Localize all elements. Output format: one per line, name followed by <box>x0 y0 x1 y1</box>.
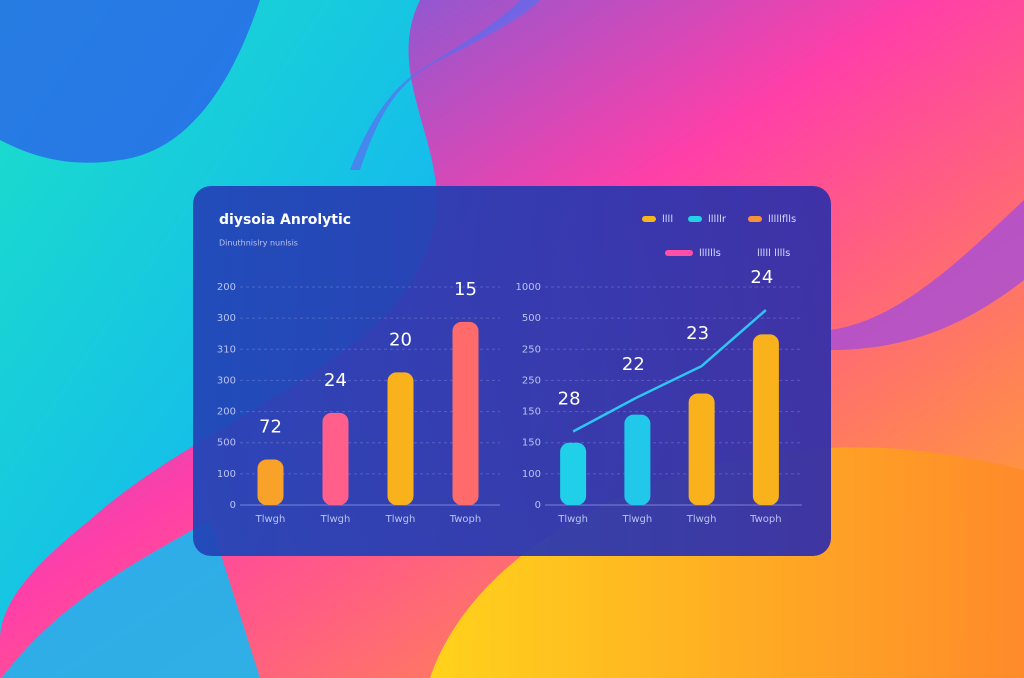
y-tick-label: 300 <box>217 375 236 386</box>
y-tick-label: 100 <box>522 469 541 480</box>
x-tick-label: Tlwgh <box>557 514 588 525</box>
card-title: diysoia Anrolytic <box>219 212 351 228</box>
card-subtitle: Dinuthnislry nunlsis <box>219 239 298 248</box>
x-tick-label: Twoph <box>449 514 481 525</box>
bar <box>452 321 479 505</box>
bar <box>688 393 715 505</box>
annotation: 28 <box>558 389 581 410</box>
line-series <box>572 309 767 433</box>
y-tick-label: 0 <box>535 500 541 511</box>
ribbon <box>830 200 1024 350</box>
x-tick-label: Tlwgh <box>686 514 717 525</box>
y-tick-label: 0 <box>230 500 236 511</box>
annotation: 15 <box>454 279 477 300</box>
bar <box>322 412 349 505</box>
bar <box>752 334 779 505</box>
legend-swatch <box>642 216 656 222</box>
x-tick-label: Tlwgh <box>385 514 416 525</box>
y-tick-label: 250 <box>522 344 541 355</box>
x-tick-label: Twoph <box>749 514 781 525</box>
annotation: 24 <box>750 267 773 288</box>
y-tick-label: 310 <box>217 344 236 355</box>
x-tick-label: Tlwgh <box>320 514 351 525</box>
legend-label: lllllr <box>708 214 727 225</box>
annotation: 72 <box>259 417 282 438</box>
legend-label: lllllflls <box>768 214 796 225</box>
legend-label: lllll lllls <box>757 248 790 259</box>
y-tick-label: 1000 <box>516 282 541 293</box>
annotation: 22 <box>622 354 645 375</box>
legend-label: llll <box>662 214 673 225</box>
y-tick-label: 250 <box>522 375 541 386</box>
y-tick-label: 200 <box>217 282 236 293</box>
legend-swatch <box>688 216 702 222</box>
x-tick-label: Tlwgh <box>255 514 286 525</box>
legend-label: lllllls <box>699 248 721 259</box>
dashboard-card <box>193 186 831 556</box>
bar <box>560 442 587 505</box>
bar <box>257 459 284 505</box>
blob <box>430 447 1024 678</box>
blob <box>1 520 260 678</box>
legend-swatch <box>748 216 762 222</box>
y-tick-label: 500 <box>522 313 541 324</box>
bar <box>387 372 414 505</box>
annotation: 24 <box>324 370 347 391</box>
x-tick-label: Tlwgh <box>621 514 652 525</box>
annotation: 23 <box>686 323 709 344</box>
bar <box>624 414 651 505</box>
y-tick-label: 200 <box>217 407 236 418</box>
y-tick-label: 150 <box>522 438 541 449</box>
legend-swatch <box>665 250 693 256</box>
blob <box>0 0 260 163</box>
y-tick-label: 500 <box>217 438 236 449</box>
annotation: 20 <box>389 329 412 350</box>
y-tick-label: 100 <box>217 469 236 480</box>
y-tick-label: 300 <box>217 313 236 324</box>
y-tick-label: 150 <box>522 407 541 418</box>
